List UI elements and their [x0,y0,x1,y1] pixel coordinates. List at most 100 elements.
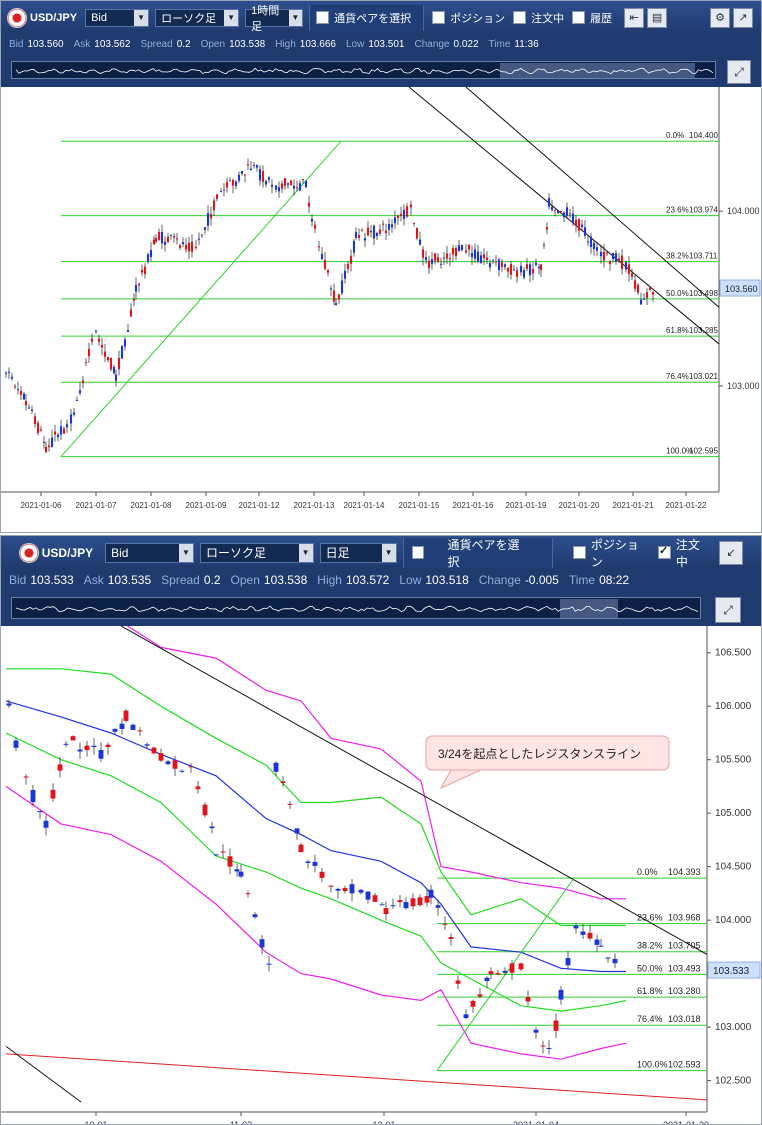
candle [43,820,49,828]
position-toggle[interactable]: ポジション [432,10,505,26]
fib-level-value: 104.393 [668,867,701,877]
timeframe-select[interactable]: 日足 ▼ [319,542,397,563]
candle [165,761,171,765]
candle [137,283,141,286]
zoom-fit-button[interactable]: ⤢ [715,597,741,623]
history-toggle[interactable]: 履歴 [572,10,612,26]
candle [274,185,278,190]
candle [357,234,361,239]
candle [335,888,341,891]
candle [337,294,341,300]
candle [393,217,397,224]
candle [589,236,593,248]
navigator-scrollbar[interactable] [11,61,716,79]
bid-label: Bid [9,39,24,50]
candle [573,925,579,929]
pair-select-button[interactable]: 通貨ペアを選択 [402,537,554,569]
ask-label: Ask [73,39,91,50]
candle [175,238,179,240]
price-type-select[interactable]: Bid ▼ [85,8,150,27]
orders-checkbox[interactable] [513,11,527,24]
zoom-fit-button[interactable]: ⤢ [727,60,751,84]
navigator-window[interactable] [560,599,618,618]
history-checkbox[interactable] [572,11,586,24]
candle [98,749,104,759]
candle [134,284,138,292]
chart-type-select[interactable]: ローソク足 ▼ [155,8,240,27]
open-label: Open [200,39,226,50]
candle [292,185,296,189]
candle [215,194,219,199]
candle [112,728,118,732]
candle [84,361,88,363]
candle [349,256,353,264]
candle [123,710,129,721]
x-tick-label: 2021-01-30 [663,1120,709,1124]
candle [231,180,235,186]
chevron-down-icon: ▼ [288,9,303,26]
low-label: Low [345,39,365,50]
price-chart[interactable]: 104.000 103.000 2021-01-06 2021-01-07 2021-0… [1,87,761,533]
candle [379,904,385,906]
candle [534,262,538,265]
candle [528,264,532,276]
fib-level-pct: 38.2% [666,252,689,261]
candle [435,905,441,908]
navigator-line [15,67,714,75]
navigator-window[interactable] [500,63,695,78]
candle [130,724,136,730]
popout-icon[interactable]: ↙ [719,540,743,565]
layout-icon[interactable]: ▤ [647,7,668,28]
candle [280,183,284,189]
candle [464,250,468,253]
price-type-value: Bid [111,545,129,560]
candle [433,253,437,261]
candle [553,209,557,211]
candle [605,252,609,254]
pair-select-label: 通貨ペアを選択 [334,12,412,25]
chart-type-select[interactable]: ローソク足 ▼ [200,542,314,563]
pair-select-label: 通貨ペアを選択 [447,537,520,569]
candle [525,264,529,269]
candle [519,265,523,273]
fib-level-value: 103.493 [668,963,701,973]
price-type-select[interactable]: Bid ▼ [105,542,195,563]
pair-select-checkbox[interactable] [411,546,425,559]
candle [565,207,569,216]
candle [188,766,194,768]
orders-checkbox[interactable] [658,544,671,559]
candle [620,255,624,269]
candle [605,957,611,959]
candle [522,270,526,278]
popout-icon[interactable]: ↗ [733,7,753,28]
current-price-label: 103.560 [725,284,758,294]
export-icon[interactable]: ⇤ [624,7,645,28]
candle [457,245,461,252]
fib-level-pct: 100.0% [666,447,693,456]
position-checkbox[interactable] [432,11,446,24]
band-lower-2 [5,785,627,1060]
candle [410,898,416,907]
candle [245,893,251,895]
candle [258,169,262,181]
price-chart[interactable]: 106.500 106.000 105.500 105.000 104.500 104.0… [1,626,761,1124]
pair-select-checkbox[interactable] [316,11,330,24]
orders-toggle[interactable]: 注文中 [658,536,711,570]
orders-label: 注文中 [675,537,700,569]
navigator-scrollbar[interactable] [11,597,701,619]
candle [424,257,428,261]
candle [120,346,124,359]
bid-label: Bid [9,573,27,587]
position-checkbox[interactable] [573,546,586,559]
candle [470,252,474,258]
timeframe-select[interactable]: 1時間足 ▼ [245,5,304,33]
gear-icon[interactable]: ⚙ [710,7,730,28]
callout-pointer [439,769,482,790]
channel-line [465,87,720,308]
channel-line [5,1045,82,1103]
pair-select-button[interactable]: 通貨ペアを選択 [309,4,425,31]
orders-toggle[interactable]: 注文中 [513,10,564,26]
position-toggle[interactable]: ポジション [573,536,650,570]
fib-level-value: 104.400 [689,131,718,140]
navigator-strip: ⤢ [1,591,761,626]
